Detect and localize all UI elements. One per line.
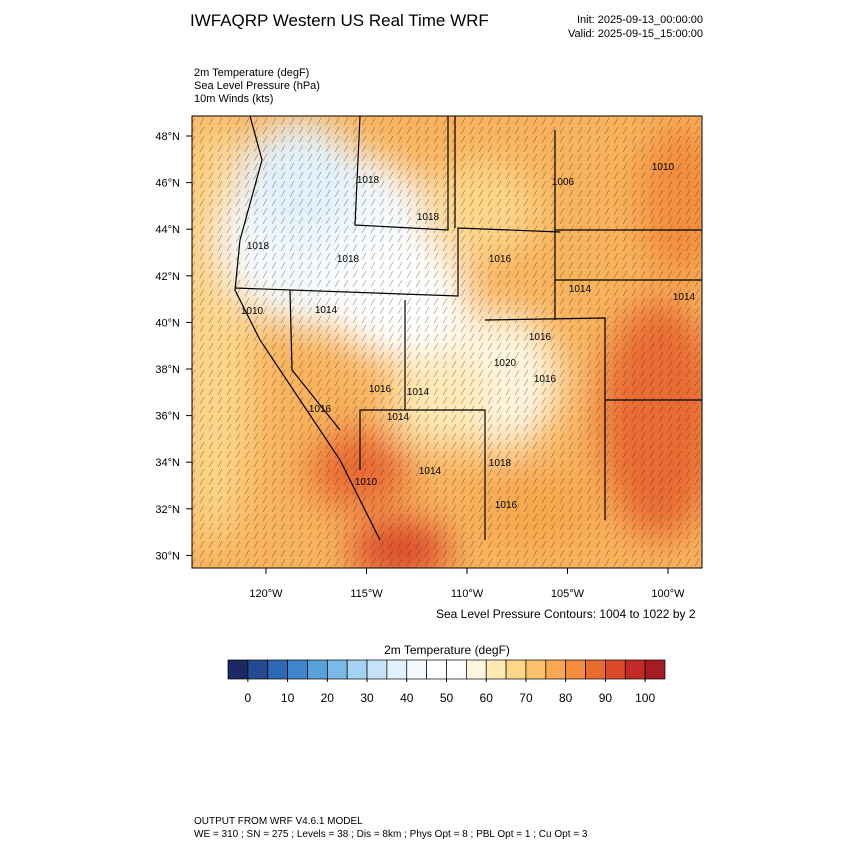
contour-label: 1014 xyxy=(673,292,696,303)
colorbar-box xyxy=(227,659,249,680)
footer: WE = 310 ; SN = 275 ; Levels = 38 ; Dis … xyxy=(194,829,588,840)
contour-label: 1014 xyxy=(407,387,430,398)
colorbar-tick-label: 60 xyxy=(480,691,494,705)
colorbar-box xyxy=(307,659,328,680)
lat-label: 36°N xyxy=(155,411,180,423)
colorbar-box xyxy=(525,659,547,680)
colorbar-box xyxy=(446,659,467,680)
contour-label: 1006 xyxy=(552,177,575,188)
colorbar-tick-label: 0 xyxy=(245,691,252,705)
colorbar-box xyxy=(565,659,586,680)
lat-label: 40°N xyxy=(155,317,180,329)
colorbar-box xyxy=(605,659,626,680)
colorbar-box xyxy=(366,659,388,680)
contour-label: 1010 xyxy=(355,477,378,488)
lon-label: 100°W xyxy=(651,588,685,600)
init-time: Init: 2025-09-13_00:00:00 xyxy=(577,14,703,26)
title: IWFAQRP Western US Real Time WRF xyxy=(190,11,489,30)
contour-label: 1010 xyxy=(241,306,264,317)
contour-label: 1020 xyxy=(494,358,517,369)
lat-label: 44°N xyxy=(155,224,180,236)
contour-label: 1018 xyxy=(489,458,512,469)
contour-label: 1016 xyxy=(529,332,552,343)
colorbar-box xyxy=(624,659,646,680)
contour-label: 1014 xyxy=(419,466,442,477)
colorbar-box xyxy=(545,659,567,680)
contour-label: 1016 xyxy=(309,404,332,415)
colorbar-tick-label: 20 xyxy=(321,691,335,705)
colorbar-box xyxy=(247,659,269,680)
colorbar-box xyxy=(466,659,487,680)
field-label: Sea Level Pressure (hPa) xyxy=(194,80,320,92)
contour-label: 1016 xyxy=(534,374,557,385)
colorbar-tick-label: 30 xyxy=(360,691,374,705)
contour-label: 1010 xyxy=(652,162,675,173)
colorbar-box xyxy=(426,659,447,680)
colorbar-tick-label: 50 xyxy=(440,691,454,705)
colorbar-box xyxy=(267,659,288,680)
lat-label: 30°N xyxy=(155,550,180,562)
valid-time: Valid: 2025-09-15_15:00:00 xyxy=(568,28,703,40)
colorbar-box xyxy=(505,659,527,680)
contour-label: 1018 xyxy=(247,241,270,252)
contour-label: 1014 xyxy=(315,305,338,316)
colorbar-tick-label: 80 xyxy=(559,691,573,705)
colorbar-tick-label: 10 xyxy=(281,691,295,705)
contour-label: 1018 xyxy=(337,254,360,265)
colorbar-box xyxy=(585,659,606,680)
lon-label: 110°W xyxy=(451,588,484,600)
colorbar-tick-label: 40 xyxy=(400,691,414,705)
lon-label: 105°W xyxy=(551,588,585,600)
contour-label: 1016 xyxy=(489,254,512,265)
lat-label: 42°N xyxy=(155,271,180,283)
field-label: 2m Temperature (degF) xyxy=(194,67,309,79)
footer: OUTPUT FROM WRF V4.6.1 MODEL xyxy=(194,816,363,827)
colorbar-tick-label: 100 xyxy=(635,691,655,705)
contour-label: 1016 xyxy=(495,500,518,511)
contour-label: 1014 xyxy=(387,412,410,423)
colorbar-box xyxy=(386,659,408,680)
contour-label: 1018 xyxy=(357,175,380,186)
colorbar-box xyxy=(326,659,348,680)
lat-label: 34°N xyxy=(155,457,180,469)
contour-label: 1018 xyxy=(417,212,440,223)
colorbar-title: 2m Temperature (degF) xyxy=(384,643,510,657)
colorbar-box xyxy=(287,659,308,680)
field-label: 10m Winds (kts) xyxy=(194,93,273,105)
lat-label: 46°N xyxy=(155,178,180,190)
lat-label: 38°N xyxy=(155,364,180,376)
contour-label: 1016 xyxy=(369,384,392,395)
map xyxy=(192,116,702,568)
contour-note: Sea Level Pressure Contours: 1004 to 102… xyxy=(436,607,696,621)
colorbar-box xyxy=(406,659,427,680)
lat-label: 32°N xyxy=(155,504,180,516)
colorbar-box xyxy=(346,659,368,680)
lon-label: 115°W xyxy=(350,588,383,600)
lat-label: 48°N xyxy=(155,131,180,143)
colorbar-tick-label: 70 xyxy=(519,691,533,705)
contour-label: 1014 xyxy=(569,284,592,295)
lon-label: 120°W xyxy=(249,588,283,600)
colorbar-box xyxy=(644,659,666,680)
colorbar-tick-label: 90 xyxy=(599,691,613,705)
map-frame xyxy=(191,115,703,569)
colorbar-box xyxy=(485,659,507,680)
